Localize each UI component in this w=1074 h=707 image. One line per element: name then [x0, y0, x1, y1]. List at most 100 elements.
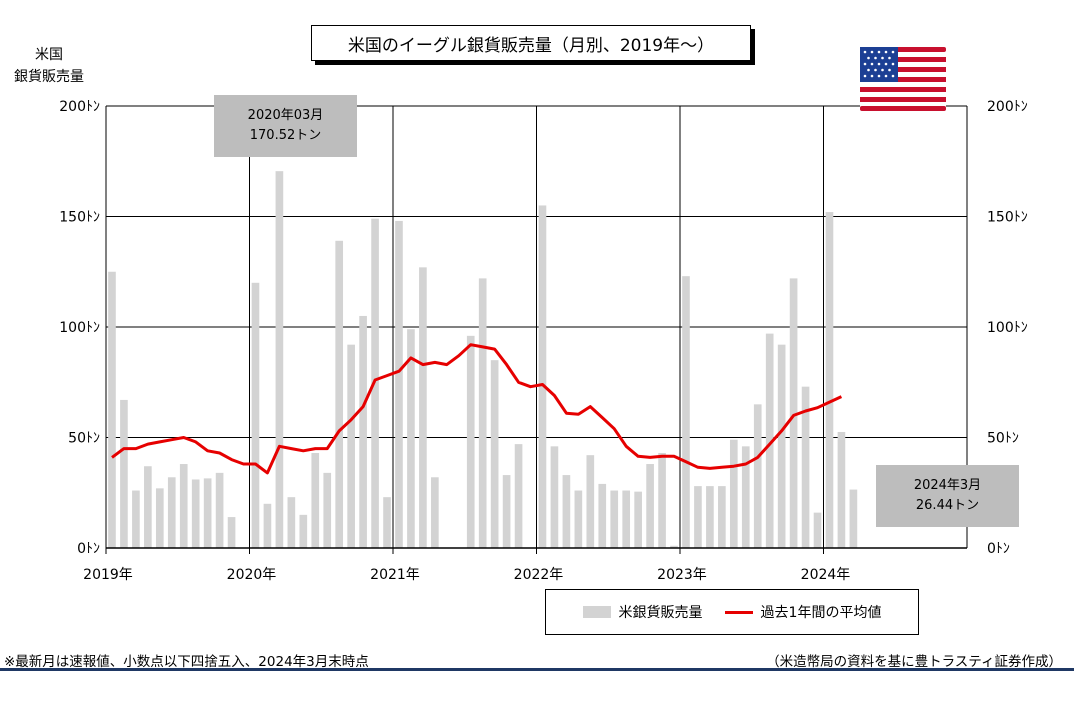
bar: [706, 486, 714, 548]
bar: [741, 446, 750, 548]
y-tick-label-left: 50ﾄﾝ: [68, 431, 100, 447]
bar: [586, 455, 595, 548]
bar: [574, 490, 583, 548]
bar: [849, 489, 858, 548]
bottom-rule: [0, 668, 1074, 671]
legend-item-bar: 米銀貨販売量: [582, 602, 703, 622]
annotation-latest: 2024年3月 26.44トン: [876, 465, 1019, 527]
bar: [610, 490, 619, 548]
bar: [466, 335, 475, 548]
bar: [251, 282, 260, 548]
y-tick-label-left: 150ﾄﾝ: [59, 210, 100, 226]
source-note: （米造幣局の資料を基に豊トラスティ証券作成）: [766, 654, 1062, 670]
x-tick-label: 2019年: [83, 567, 133, 583]
annotation-line: 2024年3月: [913, 478, 982, 493]
bar: [287, 497, 296, 548]
bar: [323, 472, 332, 548]
legend-label-bar: 米銀貨販売量: [618, 605, 703, 621]
bar: [144, 466, 152, 548]
y-axis-label-line: 米国: [35, 47, 63, 63]
annotation-peak: 2020年03月 170.52トン: [214, 95, 357, 157]
y-tick-label-right: 100ﾄﾝ: [987, 320, 1028, 336]
bar: [383, 497, 391, 548]
bar: [203, 478, 212, 548]
bar: [407, 329, 415, 548]
bar: [502, 475, 511, 548]
bar: [670, 545, 678, 548]
bar: [419, 267, 427, 548]
bar: [789, 278, 798, 548]
tick-labels: 0ﾄﾝ 0ﾄﾝ 50ﾄﾝ 50ﾄﾝ 100ﾄﾝ 100ﾄﾝ 150ﾄﾝ 150ﾄﾝ 200ﾄﾝ 2…: [59, 99, 1027, 583]
bar: [837, 431, 846, 548]
x-tick-label: 2023年: [657, 567, 707, 583]
y-tick-label-left: 200ﾄﾝ: [59, 99, 100, 115]
average-line: [111, 343, 843, 475]
bar: [598, 483, 607, 548]
bar: [335, 240, 344, 548]
bar: [777, 344, 786, 548]
bar: [359, 315, 367, 548]
x-tick-label: 2022年: [514, 567, 564, 583]
bar: [646, 464, 654, 548]
y-tick-label-left: 0ﾄﾝ: [77, 541, 100, 557]
bar: [765, 333, 774, 548]
bar: [263, 503, 272, 548]
bar: [431, 477, 439, 548]
bar: [694, 486, 702, 548]
y-axis-label: 米国 銀貨販売量: [14, 44, 84, 88]
bar: [622, 490, 631, 548]
us-flag-icon: [860, 47, 946, 115]
bar: [132, 490, 140, 548]
bar: [718, 486, 726, 548]
chart-title: 米国のイーグル銀貨販売量（月別、2019年～）: [311, 25, 751, 61]
x-tick-label: 2024年: [801, 567, 851, 583]
bar: [634, 491, 642, 548]
bar: [550, 446, 559, 548]
bar: [179, 464, 188, 548]
average-line-series: [111, 343, 843, 475]
legend-swatch-line: [724, 610, 753, 614]
annotation-line: 170.52トン: [249, 128, 322, 143]
bar: [478, 278, 487, 548]
bar-series: [108, 171, 858, 549]
bar: [682, 276, 690, 548]
bar: [658, 452, 666, 548]
bar: [167, 477, 176, 548]
y-tick-label-right: 150ﾄﾝ: [987, 210, 1028, 226]
bar: [514, 444, 523, 548]
bar: [562, 475, 571, 548]
y-tick-label-right: 50ﾄﾝ: [987, 431, 1019, 447]
bar: [275, 171, 284, 548]
legend-item-line: 過去1年間の平均値: [724, 602, 882, 622]
legend-label-line: 過去1年間の平均値: [760, 605, 882, 621]
bar: [215, 472, 224, 548]
annotation-line: 26.44トン: [915, 498, 980, 513]
footnote: ※最新月は速報値、小数点以下四捨五入、2024年3月末時点: [4, 654, 369, 670]
legend-swatch-bar: [582, 606, 611, 618]
bar: [191, 479, 200, 548]
y-tick-label-left: 100ﾄﾝ: [59, 320, 100, 336]
bar: [299, 514, 308, 548]
bar: [108, 271, 116, 548]
bar: [395, 220, 403, 549]
bar: [753, 404, 762, 548]
y-axis-label-line: 銀貨販売量: [14, 69, 84, 85]
x-tick-label: 2021年: [370, 567, 420, 583]
bar: [729, 439, 738, 548]
bar: [155, 488, 164, 548]
y-tick-label-right: 0ﾄﾝ: [987, 541, 1010, 557]
bar: [538, 205, 547, 548]
bar: [490, 360, 499, 548]
bar: [347, 344, 355, 548]
bar: [227, 517, 236, 548]
bar: [311, 452, 320, 548]
legend: 米銀貨販売量 過去1年間の平均値: [545, 589, 919, 635]
bar: [801, 386, 810, 548]
bar: [813, 512, 822, 548]
bar: [825, 212, 834, 548]
annotation-line: 2020年03月: [247, 108, 324, 123]
y-tick-label-right: 200ﾄﾝ: [987, 99, 1028, 115]
x-tick-label: 2020年: [227, 567, 277, 583]
bar: [120, 399, 128, 548]
